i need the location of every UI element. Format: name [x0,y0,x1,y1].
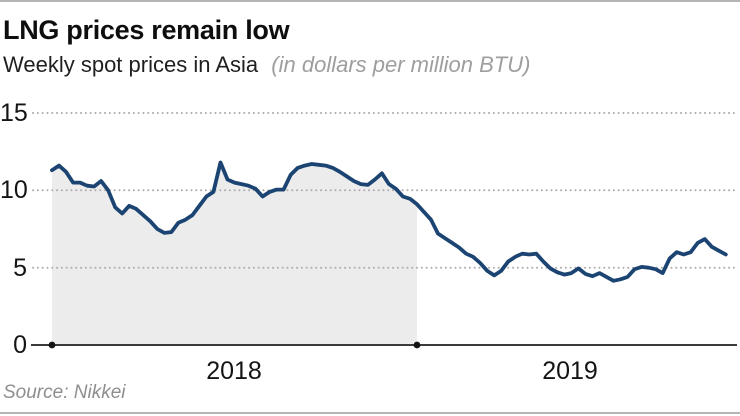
year-start-dot-0 [48,341,56,349]
y-axis-tick-label-10: 10 [0,176,28,205]
subtitle-text: Weekly spot prices in Asia [3,52,259,77]
top-divider [0,0,740,2]
bottom-divider [0,412,740,414]
y-axis-tick-label-0: 0 [13,331,27,359]
subtitle-unit-note: (in dollars per million BTU) [271,52,531,77]
x-axis-tick-label-2018: 2018 [206,357,262,385]
y-axis-tick-label-5: 5 [13,253,27,282]
year-start-dot-1 [413,341,421,349]
shaded-2018-area [52,162,417,344]
x-axis-tick-label-2019: 2019 [542,357,598,385]
chart-subtitle: Weekly spot prices in Asia (in dollars p… [3,52,530,78]
price-line [50,160,728,283]
y-axis-tick-label-15: 15 [0,98,28,127]
page-title: LNG prices remain low [3,15,290,45]
source-credit: Source: Nikkei [3,382,126,403]
